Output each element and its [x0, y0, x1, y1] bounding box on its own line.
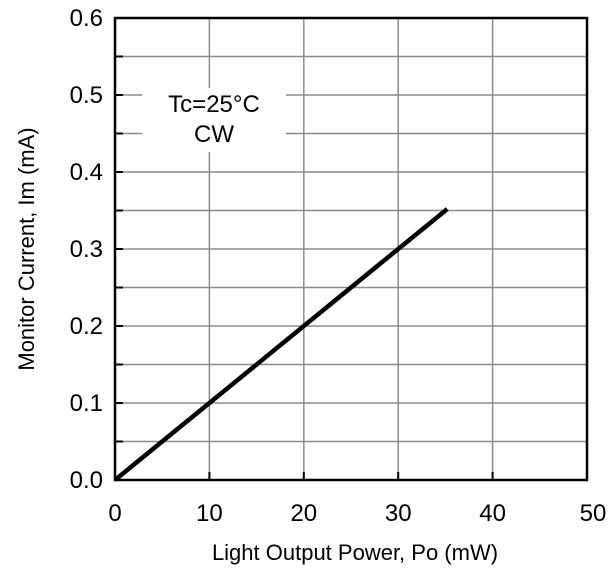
y-tick-label: 0.4: [70, 159, 103, 186]
x-tick-labels: 0 10 20 30 40 50: [108, 500, 606, 527]
x-tick-label: 40: [479, 500, 506, 527]
series-layer: [113, 207, 449, 482]
y-tick-label: 0.5: [70, 82, 103, 109]
y-tick-label: 0.6: [70, 5, 103, 32]
grid: [115, 18, 587, 480]
annotation-background: [142, 88, 286, 152]
x-tick-label: 10: [196, 500, 223, 527]
y-tick-label: 0.2: [70, 313, 103, 340]
y-tick-label: 0.0: [70, 467, 103, 494]
plot-frame: [113, 16, 589, 482]
series-line: [113, 207, 449, 482]
x-tick-label: 50: [580, 500, 607, 527]
x-tick-label: 0: [108, 500, 121, 527]
x-tick-label: 20: [290, 500, 317, 527]
y-tick-labels: 0.0 0.1 0.2 0.3 0.4 0.5 0.6: [70, 5, 103, 494]
y-axis-label: Monitor Current, Im (mA): [14, 127, 39, 370]
annotation-temperature: Tc=25°C: [168, 91, 260, 118]
y-tick-label: 0.1: [70, 390, 103, 417]
annotation-mode: CW: [194, 121, 234, 148]
y-tick-label: 0.3: [70, 236, 103, 263]
x-tick-label: 30: [385, 500, 412, 527]
x-axis-label: Light Output Power, Po (mW): [212, 540, 498, 565]
